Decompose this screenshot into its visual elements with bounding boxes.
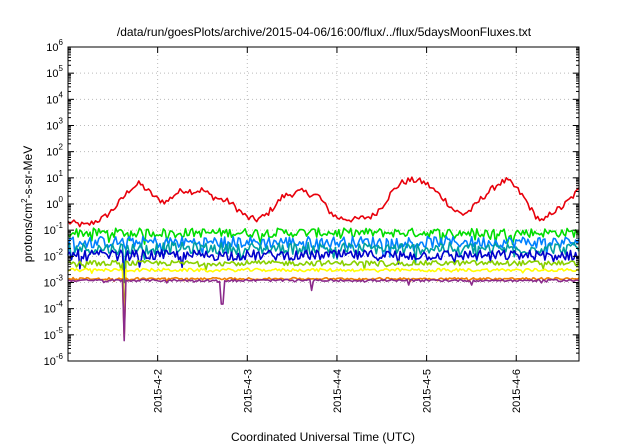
x-tick-label: 2015-4-3 (242, 369, 254, 413)
x-tick-label: 2015-4-2 (153, 369, 165, 413)
y-tick-label: 100 (46, 195, 63, 211)
x-axis-label: Coordinated Universal Time (UTC) (231, 430, 415, 444)
x-tick-label: 2015-4-6 (511, 369, 523, 413)
y-tick-label: 10-5 (44, 326, 64, 342)
grid (68, 47, 579, 361)
y-tick-label: 103 (46, 117, 63, 133)
series-line-2 (67, 227, 580, 246)
x-axis: 2015-4-2 2015-4-3 2015-4-4 2015-4-5 2015-4-6 (153, 47, 523, 413)
y-tick-label: 10-2 (44, 247, 64, 263)
y-tick-label: 105 (46, 64, 63, 80)
chart-title: /data/run/goesPlots/archive/2015-04-06/1… (117, 25, 532, 39)
y-tick-label: 101 (46, 169, 63, 185)
series-line-1 (67, 176, 580, 228)
series-line-5 (67, 249, 580, 284)
y-tick-label: 10-4 (44, 300, 64, 316)
series-line-7 (67, 267, 580, 331)
y-tick-label: 102 (46, 143, 63, 159)
y-axis-label: protons/cm2-s-sr-MeV (20, 146, 35, 262)
y-tick-label: 104 (46, 90, 63, 106)
series-line-8 (67, 276, 580, 339)
y-tick-label: 10-3 (44, 274, 64, 290)
y-axis: 10-6 10-5 10-4 10-3 10-2 10-1 100 101 102 103 104 1… (44, 38, 579, 368)
y-tick-label: 106 (46, 38, 63, 54)
y-tick-label: 10-6 (44, 352, 64, 368)
x-tick-label: 2015-4-5 (422, 369, 434, 413)
series-line-9 (67, 278, 580, 342)
y-tick-label: 10-1 (44, 221, 64, 237)
x-tick-label: 2015-4-4 (332, 369, 344, 413)
series-group (67, 176, 580, 342)
series-line-6 (67, 259, 580, 324)
series-line-4 (67, 241, 580, 276)
